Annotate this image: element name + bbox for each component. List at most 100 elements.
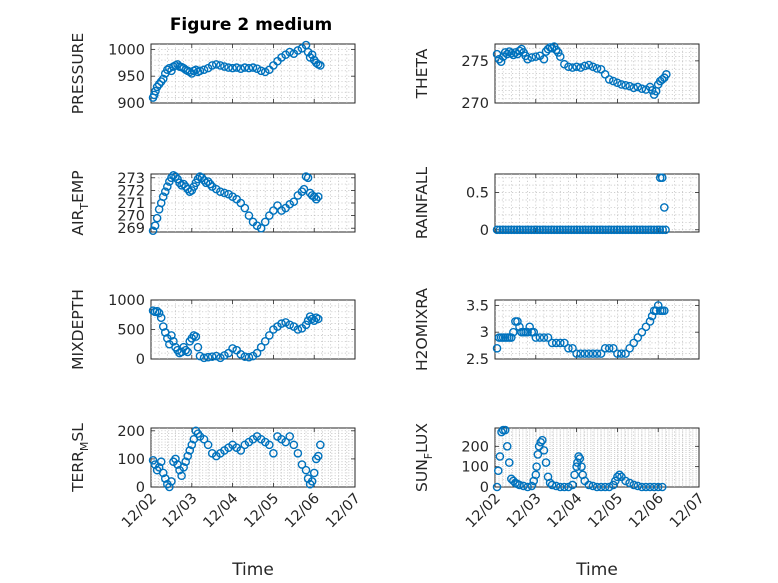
data-point [592, 482, 602, 492]
data-point [195, 66, 205, 76]
data-point [163, 182, 172, 191]
data-point [532, 462, 541, 471]
data-point [527, 53, 537, 62]
data-point [252, 348, 262, 358]
data-point [232, 63, 241, 72]
data-point [181, 182, 190, 191]
subplot-theta: 270 275 THETA [413, 42, 700, 112]
data-point [555, 225, 565, 235]
data-point [621, 476, 630, 486]
data-point [604, 225, 613, 235]
data-point [543, 333, 553, 342]
data-point [495, 225, 505, 235]
data-point [495, 452, 505, 461]
x-tick-label: 12/04 [201, 491, 242, 532]
data-point [313, 314, 323, 324]
x-tick-label: 12/03 [160, 491, 201, 532]
data-point [621, 81, 630, 90]
data-point [625, 81, 634, 91]
figure-title: Figure 2 medium [170, 15, 332, 35]
data-point [167, 173, 176, 183]
data-point [199, 353, 209, 363]
data-point [632, 225, 642, 235]
data-point [589, 225, 599, 235]
data-point [653, 301, 663, 310]
data-point [647, 311, 657, 321]
data-point [518, 225, 528, 235]
data-point [609, 343, 618, 353]
data-point [507, 225, 516, 235]
data-point [529, 225, 539, 235]
data-point [179, 179, 188, 189]
data-point [244, 352, 254, 362]
y-tick-label: 1000 [108, 293, 145, 309]
data-point [645, 317, 655, 326]
data-point [512, 225, 522, 235]
y-tick-label: 0 [136, 480, 145, 496]
data-point [626, 225, 636, 235]
data-point [523, 482, 532, 492]
data-point [240, 63, 250, 72]
data-point [596, 64, 606, 74]
data-point [584, 60, 594, 70]
data-point [600, 70, 610, 79]
data-point [564, 482, 573, 492]
data-point [299, 184, 309, 194]
data-point [572, 62, 581, 72]
data-point [657, 75, 667, 84]
y-tick-label: 100 [117, 452, 145, 468]
x-tick-label: 12/03 [504, 491, 545, 532]
data-point [551, 481, 561, 491]
y-axis-label: H2OMIXRA [413, 288, 431, 371]
y-tick-label: 269 [117, 221, 145, 237]
data-point [578, 225, 588, 235]
data-point [269, 206, 278, 215]
data-point [502, 49, 512, 59]
data-point [609, 225, 619, 235]
x-tick-label: 12/02 [463, 491, 504, 532]
data-point [647, 86, 657, 95]
data-point [158, 74, 168, 84]
data-point [498, 225, 508, 235]
data-point [635, 225, 645, 235]
y-axis-label-subscript: F [422, 453, 435, 459]
data-point [551, 338, 561, 348]
data-point [638, 225, 647, 235]
data-point [529, 327, 539, 337]
x-axis-label: Time [575, 560, 618, 580]
data-point [613, 78, 622, 88]
data-point [191, 65, 201, 75]
data-point [150, 221, 160, 230]
data-point [621, 349, 630, 358]
y-tick-label: 3 [480, 325, 489, 341]
y-tick-label: 270 [461, 96, 489, 112]
data-point [525, 322, 534, 332]
data-point [596, 482, 606, 492]
data-point [577, 462, 586, 471]
y-axis-label: TERRMSL [69, 423, 91, 493]
subplot-h2omixra: 2.5 3 3.5 H2OMIXRA [413, 288, 700, 371]
data-point [177, 471, 186, 481]
data-point [531, 470, 541, 480]
x-tick-label: 12/05 [241, 491, 282, 532]
data-point [149, 90, 159, 100]
data-point [211, 60, 221, 69]
data-point [641, 225, 650, 235]
data-point [199, 176, 209, 185]
y-axis-label: AIRTEMP [69, 170, 91, 235]
data-point [240, 203, 250, 213]
data-point [152, 306, 162, 316]
data-point [313, 192, 323, 201]
y-axis-label-main: SUN [413, 459, 431, 492]
data-point [492, 225, 502, 235]
data-point [649, 225, 659, 235]
data-point [576, 63, 585, 72]
data-point [580, 61, 590, 71]
data-point [277, 319, 286, 328]
data-point [547, 225, 556, 235]
data-point [220, 188, 229, 198]
y-tick-label: 900 [117, 96, 145, 112]
data-point [228, 344, 237, 353]
data-point [645, 482, 655, 492]
data-point [167, 66, 176, 76]
